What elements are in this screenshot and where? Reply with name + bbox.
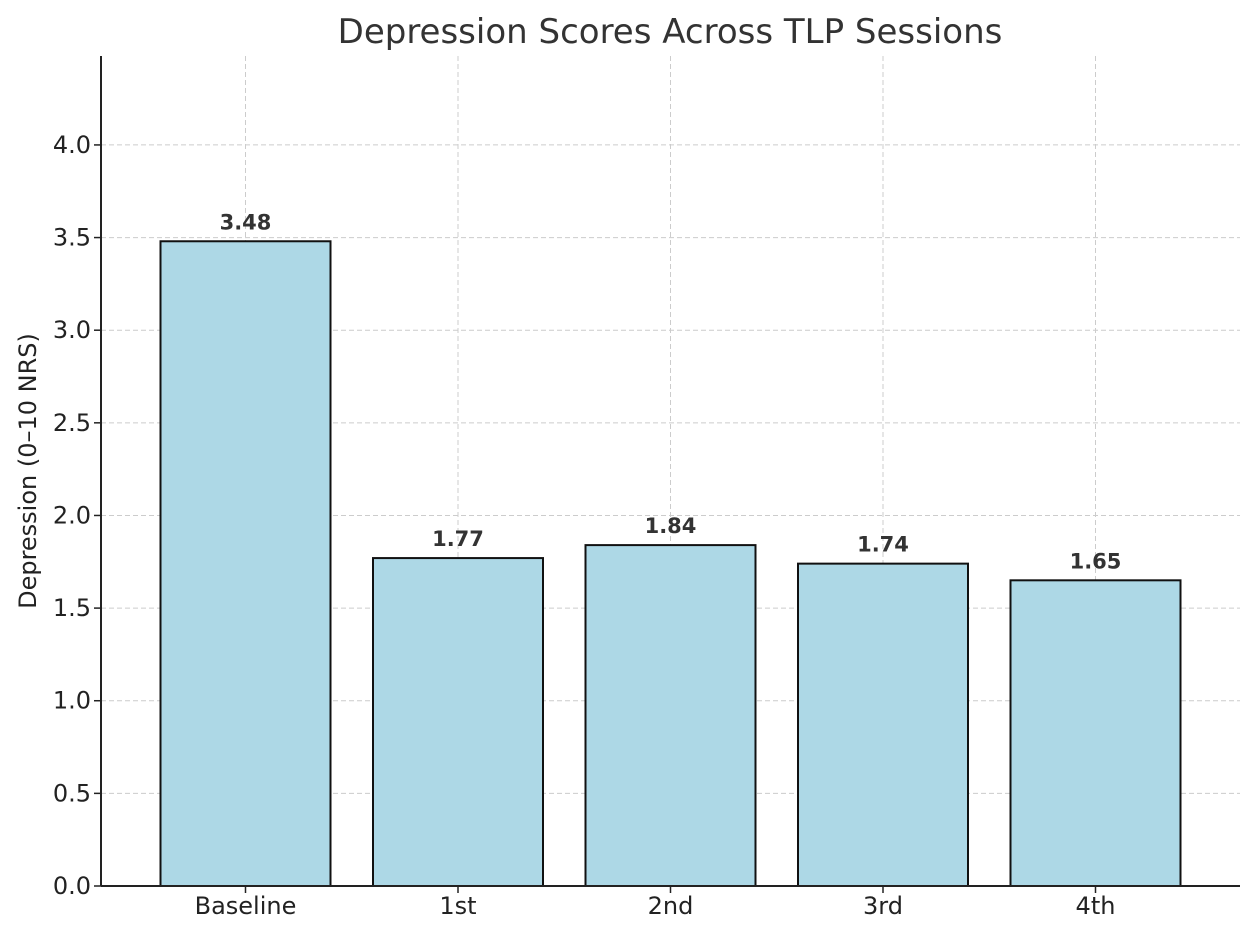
y-ticks: 0.0 0.5 1.0 1.5 2.0 2.5 3.0 3.5 4.0 bbox=[53, 131, 101, 900]
x-tick-label-baseline: Baseline bbox=[195, 892, 297, 920]
y-tick-label-0: 0.0 bbox=[53, 872, 91, 900]
bar-1st bbox=[372, 557, 544, 887]
bar-3rd bbox=[797, 562, 969, 887]
y-tick-label-1: 0.5 bbox=[53, 779, 91, 807]
x-tick-label-4th: 4th bbox=[1076, 892, 1116, 920]
bar-2nd bbox=[584, 544, 757, 887]
y-tick-label-8: 4.0 bbox=[53, 131, 91, 159]
data-labels: 3.48 1.77 1.84 1.74 1.65 bbox=[220, 210, 1122, 573]
data-label-2nd: 1.84 bbox=[645, 514, 697, 538]
data-label-baseline: 3.48 bbox=[220, 210, 272, 234]
y-tick-label-5: 2.5 bbox=[53, 409, 91, 437]
x-tick-label-1st: 1st bbox=[439, 892, 476, 920]
y-tick-label-3: 1.5 bbox=[53, 594, 91, 622]
y-axis-label: Depression (0–10 NRS) bbox=[14, 333, 42, 609]
y-tick-label-2: 1.0 bbox=[53, 687, 91, 715]
bar-4th bbox=[1009, 579, 1182, 887]
y-tick-label-4: 2.0 bbox=[53, 501, 91, 529]
data-label-1st: 1.77 bbox=[432, 527, 484, 551]
y-tick-label-7: 3.5 bbox=[53, 224, 91, 252]
data-label-4th: 1.65 bbox=[1070, 549, 1122, 573]
x-tick-label-3rd: 3rd bbox=[863, 892, 903, 920]
x-ticks: Baseline 1st 2nd 3rd 4th bbox=[195, 886, 1116, 920]
bar-baseline bbox=[159, 240, 332, 887]
y-tick-label-6: 3.0 bbox=[53, 316, 91, 344]
chart-title: Depression Scores Across TLP Sessions bbox=[338, 12, 1003, 52]
x-tick-label-2nd: 2nd bbox=[648, 892, 694, 920]
bars bbox=[159, 240, 1182, 887]
data-label-3rd: 1.74 bbox=[857, 533, 909, 557]
